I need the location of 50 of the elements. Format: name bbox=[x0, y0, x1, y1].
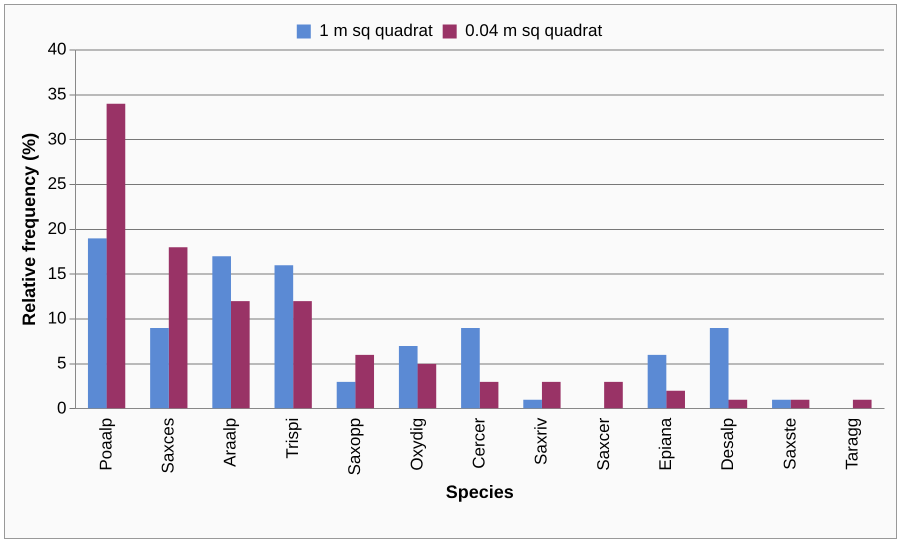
x-tick-label: Desalp bbox=[718, 418, 738, 471]
bar bbox=[728, 400, 748, 408]
x-tick-label: Saxcer bbox=[594, 417, 613, 471]
y-axis-title: Relative frequency (%) bbox=[18, 132, 39, 326]
bar bbox=[772, 400, 791, 408]
y-tick-label: 20 bbox=[48, 219, 67, 238]
x-tick-label: Trispi bbox=[282, 418, 302, 459]
x-tick-label: Araalp bbox=[220, 418, 240, 467]
bar bbox=[666, 390, 685, 408]
bar bbox=[230, 301, 250, 408]
bar bbox=[542, 382, 561, 408]
x-tick-label: Poaalp bbox=[96, 418, 116, 471]
x-tick-label: Epiana bbox=[656, 417, 676, 471]
bar bbox=[355, 354, 374, 408]
bar bbox=[790, 400, 810, 408]
y-tick-label: 5 bbox=[57, 354, 67, 373]
legend-label: 1 m sq quadrat bbox=[319, 21, 433, 40]
bar bbox=[852, 400, 872, 408]
bar bbox=[461, 328, 480, 408]
x-tick-label: Saxste bbox=[780, 418, 800, 470]
y-tick-label: 10 bbox=[48, 308, 67, 328]
x-tick-label: Taragg bbox=[842, 418, 862, 470]
bar bbox=[106, 104, 126, 408]
bar bbox=[293, 301, 312, 408]
bar bbox=[212, 256, 231, 408]
y-tick-label: 0 bbox=[57, 398, 67, 418]
y-tick-label: 35 bbox=[48, 84, 67, 104]
legend-label: 0.04 m sq quadrat bbox=[465, 21, 602, 40]
x-tick-label: Oxydig bbox=[407, 418, 426, 471]
y-tick-label: 40 bbox=[48, 40, 67, 59]
bar bbox=[168, 247, 188, 408]
bar bbox=[480, 382, 498, 408]
x-tick-label: Saxriv bbox=[532, 417, 551, 465]
y-tick-label: 15 bbox=[48, 264, 67, 283]
bar bbox=[88, 238, 107, 408]
y-tick-label: 30 bbox=[48, 129, 67, 148]
y-tick-label: 25 bbox=[48, 174, 67, 194]
bar bbox=[274, 265, 294, 408]
bar bbox=[398, 346, 418, 408]
x-tick-label: Saxopp bbox=[345, 418, 364, 476]
x-tick-label: Saxces bbox=[158, 418, 178, 474]
bar bbox=[604, 382, 623, 408]
bar bbox=[150, 328, 169, 408]
bar bbox=[418, 364, 436, 408]
bar bbox=[336, 382, 356, 408]
x-tick-label: Cercer bbox=[469, 417, 488, 469]
bar bbox=[523, 400, 542, 408]
x-axis-title: Species bbox=[446, 482, 514, 502]
bar bbox=[648, 354, 666, 408]
bar bbox=[710, 328, 729, 408]
